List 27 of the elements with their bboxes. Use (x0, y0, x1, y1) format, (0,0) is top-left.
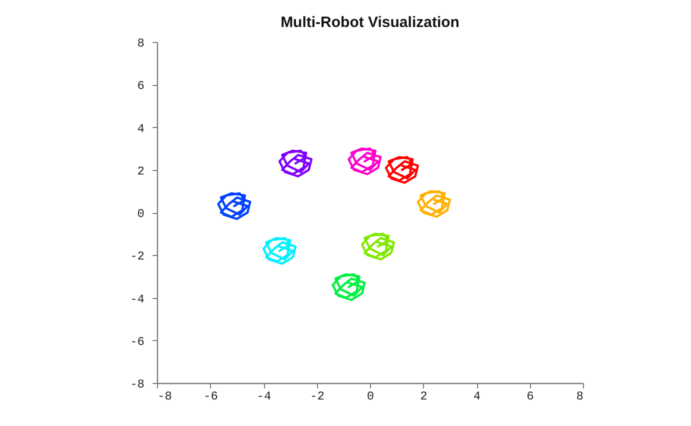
x-tick-label: -6 (204, 390, 218, 404)
x-tick-label: -2 (310, 390, 324, 404)
x-tick-label: 8 (576, 390, 584, 404)
line-series (278, 150, 313, 178)
line-series (348, 147, 382, 176)
chart-title: Multi-Robot Visualization (280, 14, 460, 31)
line-series (217, 192, 252, 220)
line-series (416, 190, 451, 218)
y-tick-label: 4 (137, 122, 144, 136)
y-tick-label: 2 (137, 164, 144, 178)
x-tick-label: 6 (526, 390, 534, 404)
x-tick-label: 4 (473, 390, 481, 404)
line-series (360, 232, 396, 260)
y-tick-label: -4 (130, 292, 144, 306)
x-tick-label: 2 (420, 390, 428, 404)
y-tick-label: 8 (137, 36, 144, 50)
line-series (384, 156, 420, 184)
x-tick-label: 0 (366, 390, 374, 404)
y-tick-label: -2 (130, 250, 144, 264)
y-tick-label: 0 (137, 207, 144, 221)
line-series (262, 236, 297, 265)
line-series (332, 273, 366, 301)
x-tick-label: -4 (256, 390, 272, 404)
y-tick-label: -6 (130, 334, 144, 349)
y-tick-label: -8 (130, 378, 144, 392)
y-tick-label: 6 (137, 79, 144, 94)
x-tick-label: -8 (158, 390, 172, 404)
